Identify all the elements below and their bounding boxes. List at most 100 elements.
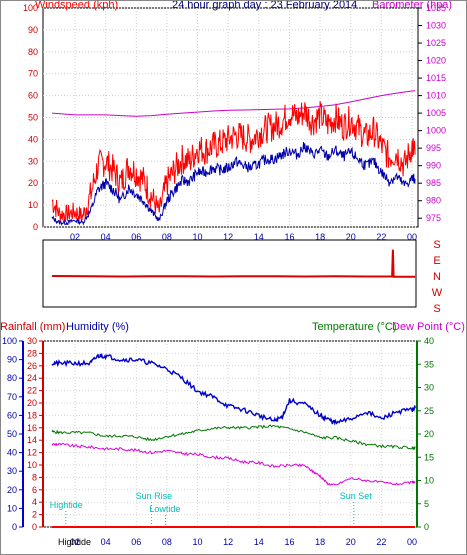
humidity-y-tick-label: 90 (7, 355, 17, 365)
wind-y-tick-label: 20 (28, 178, 38, 188)
climate-x-tick-label: 22 (376, 537, 386, 547)
barometer-axis-label: Barometer (hpa) (372, 0, 452, 11)
wind-x-tick-label: 16 (284, 232, 294, 242)
humidity-y-tick-label: 60 (7, 410, 17, 420)
wind-y-tick-label: 40 (28, 134, 38, 144)
rainfall-y-tick-label: 0 (32, 522, 37, 532)
dewpoint-axis-label: Dew Point (°C) (392, 321, 465, 333)
barometer-y-axis: 975 980 985 990 995 1000 1005 1010 1015 1020 1025 1… (418, 3, 446, 223)
wind-y-tick-label: 90 (28, 25, 38, 35)
rainfall-y-tick-label: 8 (32, 472, 37, 482)
wind-x-tick-label: 00 (407, 232, 417, 242)
wind-x-axis: 02 04 06 08 10 12 14 16 18 20 22 00 (70, 232, 417, 242)
dewpoint-series-line (51, 442, 416, 486)
wind-y-axis: 0 10 20 30 40 50 60 70 80 90 100 (23, 3, 38, 232)
event-label: Sun Set (340, 491, 373, 501)
barometer-y-tick-label: 1025 (426, 38, 446, 48)
wind-y-tick-label: 0 (33, 222, 38, 232)
climate-x-tick-label: 12 (223, 537, 233, 547)
barometer-y-tick-label: 995 (426, 143, 441, 153)
temperature-y-tick-label: 5 (424, 499, 429, 509)
temperature-y-tick-label: 25 (424, 406, 434, 416)
rainfall-y-tick-label: 24 (27, 373, 37, 383)
event-markers: Hightide Sun Rise Lowtide Sun Set (50, 491, 373, 527)
direction-letter: S (433, 303, 440, 315)
rainfall-y-tick-label: 18 (27, 410, 37, 420)
wind-x-tick-label: 08 (162, 232, 172, 242)
direction-letter: S (433, 239, 440, 251)
wind-x-tick-label: 06 (131, 232, 141, 242)
event-label: Lowtide (149, 504, 180, 514)
temperature-y-tick-label: 15 (424, 452, 434, 462)
direction-letter: E (433, 255, 440, 267)
wind-x-tick-label: 10 (193, 232, 203, 242)
barometer-y-tick-label: 1020 (426, 56, 446, 66)
humidity-y-tick-label: 40 (7, 448, 17, 458)
chart-title: 24 hour graph day : 23 February 2014 (172, 0, 357, 11)
direction-letter: N (433, 271, 441, 283)
rainfall-y-tick-label: 20 (27, 398, 37, 408)
humidity-y-tick-label: 100 (2, 336, 17, 346)
wind-direction-series-line (51, 249, 416, 278)
barometer-y-tick-label: 1030 (426, 21, 446, 31)
temperature-y-tick-label: 30 (424, 383, 434, 393)
average-wind-series-line (51, 141, 416, 226)
climate-x-tick-label: 20 (346, 537, 356, 547)
rainfall-y-tick-label: 14 (27, 435, 37, 445)
temperature-y-tick-label: 35 (424, 359, 434, 369)
barometer-y-tick-label: 990 (426, 161, 441, 171)
humidity-series-line (51, 352, 416, 426)
wind-x-tick-label: 22 (376, 232, 386, 242)
humidity-axis-label: Humidity (%) (66, 321, 129, 333)
wind-y-tick-label: 30 (28, 156, 38, 166)
wind-x-tick-label: 18 (315, 232, 325, 242)
humidity-y-tick-label: 10 (7, 503, 17, 513)
rainfall-y-tick-label: 22 (27, 386, 37, 396)
rainfall-y-tick-label: 28 (27, 348, 37, 358)
wind-y-tick-label: 10 (28, 200, 38, 210)
temperature-y-tick-label: 10 (424, 476, 434, 486)
wind-y-tick-label: 60 (28, 91, 38, 101)
climate-x-tick-label: 10 (193, 537, 203, 547)
barometer-y-tick-label: 980 (426, 196, 441, 206)
climate-x-axis: 02 04 06 08 10 12 14 16 18 20 22 00 (70, 537, 417, 547)
barometer-y-tick-label: 1010 (426, 91, 446, 101)
climate-x-tick-label: 18 (315, 537, 325, 547)
wind-y-tick-label: 50 (28, 113, 38, 123)
wind-x-tick-label: 12 (223, 232, 233, 242)
wind-x-tick-label: 02 (70, 232, 80, 242)
humidity-y-tick-label: 0 (12, 522, 17, 532)
humidity-y-tick-label: 30 (7, 466, 17, 476)
rainfall-y-tick-label: 6 (32, 485, 37, 495)
barometer-y-tick-label: 1035 (426, 3, 446, 13)
climate-x-tick-label: 04 (101, 537, 111, 547)
event-label: Hightide (50, 500, 83, 510)
barometer-y-tick-label: 1015 (426, 73, 446, 83)
barometer-y-tick-label: 1000 (426, 126, 446, 136)
temperature-y-tick-label: 20 (424, 429, 434, 439)
rainfall-y-tick-label: 12 (27, 448, 37, 458)
temperature-series-line (51, 424, 416, 450)
climate-axes: 0102030405060708090100024681012141618202… (2, 336, 434, 532)
temperature-y-tick-label: 40 (424, 336, 434, 346)
climate-x-tick-label: 16 (284, 537, 294, 547)
bottom-axis-event-label: Hightide (58, 537, 91, 547)
wind-x-tick-label: 14 (254, 232, 264, 242)
humidity-y-tick-label: 80 (7, 373, 17, 383)
rainfall-y-tick-label: 26 (27, 361, 37, 371)
rainfall-y-tick-label: 4 (32, 497, 37, 507)
climate-x-tick-label: 06 (131, 537, 141, 547)
wind-x-tick-label: 20 (346, 232, 356, 242)
climate-x-tick-label: 02 (70, 537, 80, 547)
climate-x-tick-label: 08 (162, 537, 172, 547)
barometer-y-tick-label: 975 (426, 213, 441, 223)
wind-x-tick-label: 04 (101, 232, 111, 242)
wind-y-tick-label: 80 (28, 47, 38, 57)
climate-x-tick-label: 14 (254, 537, 264, 547)
windspeed-series-line (51, 100, 416, 223)
rainfall-axis-label: Rainfall (mm) (0, 321, 65, 333)
barometer-y-tick-label: 985 (426, 178, 441, 188)
